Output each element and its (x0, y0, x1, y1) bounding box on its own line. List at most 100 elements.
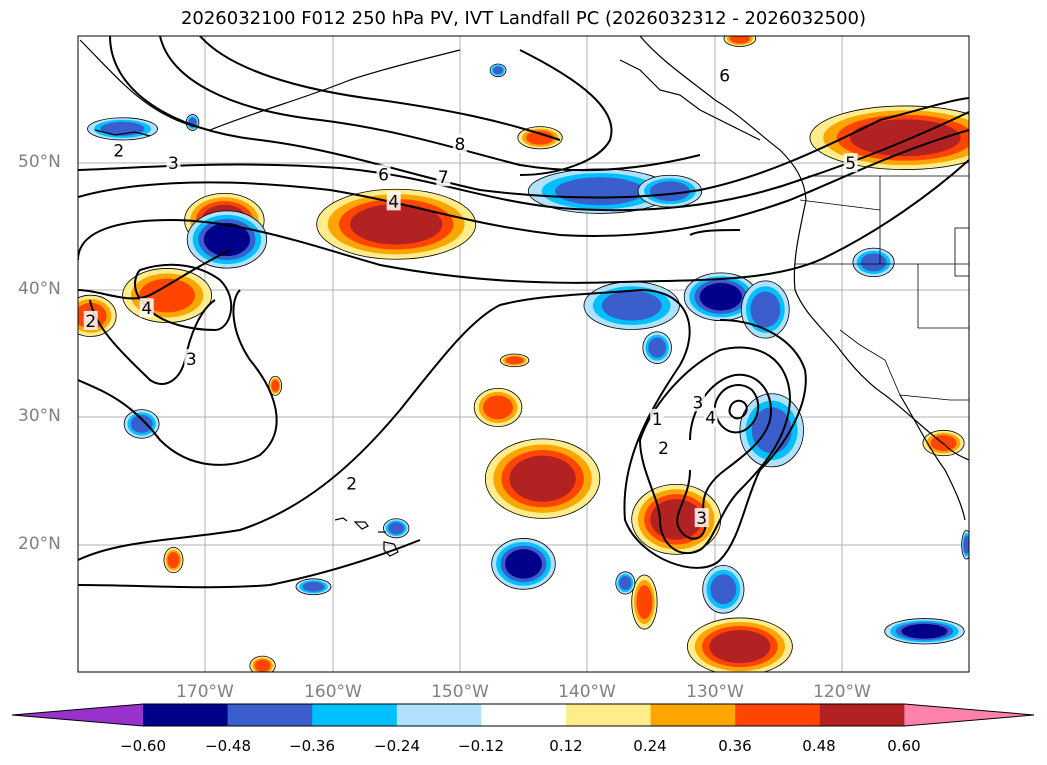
contour-label-bg (650, 408, 665, 428)
chart-title: 2026032100 F012 250 hPa PV, IVT Landfall… (180, 8, 867, 29)
lat-tick-label: 30°N (18, 406, 61, 426)
colorbar-segment (650, 704, 736, 726)
positive-ivt-anomaly (484, 438, 601, 519)
positive-ivt-anomaly (499, 353, 530, 368)
colorbar-tick-label: 0.48 (802, 737, 836, 755)
colorbar-tick-label: −0.12 (458, 737, 504, 755)
colorbar-tick-label: 0.36 (718, 737, 752, 755)
contour-label-bg (694, 508, 709, 528)
colorbar-tick-label: −0.36 (289, 737, 335, 755)
positive-ivt-anomaly (723, 36, 757, 47)
lat-tick-label: 40°N (18, 279, 61, 299)
anomaly-ring (505, 356, 524, 365)
anomaly-ring (963, 535, 969, 554)
contour-label-bg (703, 407, 718, 427)
anomaly-ring (167, 552, 180, 569)
lon-tick-label: 130°W (686, 682, 744, 702)
anomaly-ring (350, 203, 443, 245)
positive-ivt-anomaly (517, 126, 563, 150)
negative-ivt-anomaly (489, 63, 507, 78)
contour-label: 2 (85, 312, 96, 332)
anomaly-ring (254, 659, 271, 672)
colorbar-tick-label: 0.60 (887, 737, 921, 755)
anomaly-ring (650, 499, 703, 540)
lon-tick-label: 170°W (176, 682, 234, 702)
colorbar-segment (566, 704, 652, 726)
contour-label-bg (436, 167, 451, 187)
anomaly-ring (493, 66, 504, 75)
anomaly-ring (271, 379, 280, 392)
colorbar-segment (819, 704, 905, 726)
contour-label: 2 (346, 475, 357, 495)
positive-ivt-anomaly (686, 617, 793, 672)
contour-label-bg (139, 298, 154, 318)
anomaly-ring (751, 407, 792, 454)
positive-ivt-anomaly (268, 375, 283, 396)
positive-ivt-anomaly (473, 387, 523, 427)
negative-ivt-anomaly (583, 281, 680, 330)
contour-label-bg (843, 153, 858, 173)
lon-tick-label: 150°W (431, 682, 489, 702)
contour-label-bg (344, 473, 359, 493)
colorbar-extend-max (904, 704, 1034, 726)
anomaly-ring (601, 290, 662, 321)
colorbar-tick-label: −0.60 (120, 737, 166, 755)
ivt-anomaly-fill (78, 36, 969, 672)
contour-label: 1 (652, 410, 663, 430)
contour-label: 4 (705, 409, 716, 429)
anomaly-ring (505, 549, 542, 579)
contour-label-bg (656, 438, 671, 458)
gridlines (78, 36, 969, 672)
contour-label-bg (717, 65, 732, 85)
anomaly-ring (302, 581, 325, 592)
colorbar-segment (312, 704, 398, 726)
negative-ivt-anomaly (961, 530, 969, 560)
coastline (79, 36, 969, 557)
anomaly-ring (203, 222, 250, 257)
anomaly-ring (709, 629, 771, 664)
negative-ivt-anomaly (884, 618, 965, 645)
anomaly-ring (729, 36, 750, 44)
anomaly-ring (509, 455, 576, 502)
colorbar-tick-label: −0.24 (374, 737, 420, 755)
anomaly-ring (901, 623, 948, 639)
colorbar-segment (227, 704, 313, 726)
map-frame (77, 35, 970, 673)
contour-label-bg (376, 164, 391, 184)
anomaly-ring (648, 337, 667, 358)
negative-ivt-anomaly (615, 571, 636, 595)
negative-ivt-anomaly (683, 272, 758, 322)
anomaly-ring (649, 181, 690, 202)
contour-label: 5 (845, 154, 856, 174)
colorbar-segment (396, 704, 482, 726)
anomaly-ring (526, 130, 555, 145)
contour-label: 2 (658, 439, 669, 459)
colorbar-extend-min (12, 704, 143, 726)
contour-label: 4 (388, 192, 399, 212)
negative-ivt-anomaly (642, 331, 672, 364)
negative-ivt-anomaly (491, 538, 556, 590)
contour-label: 4 (141, 299, 152, 319)
lon-tick-label: 160°W (304, 682, 362, 702)
negative-ivt-anomaly (295, 578, 332, 596)
contour-label: 3 (186, 350, 197, 370)
anomaly-ring (750, 291, 781, 328)
colorbar-segment (735, 704, 821, 726)
anomaly-ring (619, 575, 632, 590)
anomaly-ring (483, 395, 513, 420)
contour-label: 3 (696, 509, 707, 529)
lon-tick-label: 120°W (813, 682, 871, 702)
negative-ivt-anomaly (702, 565, 745, 614)
contour-label-bg (452, 134, 467, 154)
colorbar-segment (481, 704, 567, 726)
negative-ivt-anomaly (852, 247, 895, 278)
positive-ivt-anomaly (631, 574, 658, 630)
colorbar-tick-label: −0.48 (205, 737, 251, 755)
colorbar-segment (143, 704, 229, 726)
lon-tick-label: 140°W (558, 682, 616, 702)
borders (795, 175, 969, 401)
contour-label: 2 (113, 141, 124, 161)
anomaly-ring (130, 414, 153, 433)
